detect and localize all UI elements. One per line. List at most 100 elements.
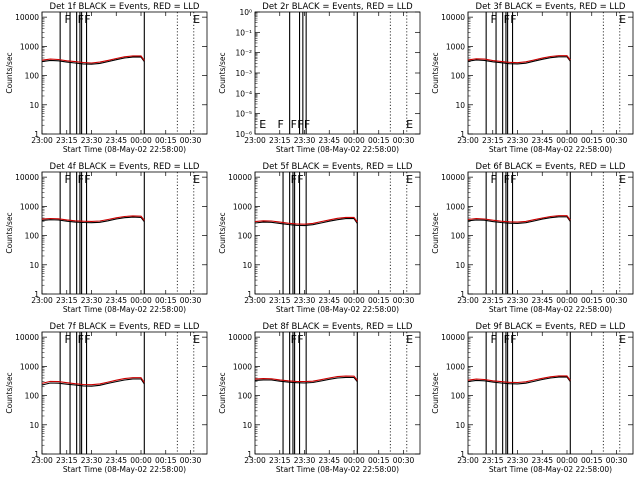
x-tick-label: 00:00	[343, 136, 365, 145]
y-tick-label: 10⁻²	[235, 49, 252, 58]
x-tick-label: 00:15	[368, 136, 390, 145]
x-tick-label: 23:30	[507, 136, 529, 145]
x-tick-label: 23:00	[31, 136, 53, 145]
x-tick-label: 23:30	[294, 296, 316, 305]
flag-label: F	[490, 13, 496, 26]
x-tick-label: 00:30	[606, 456, 628, 465]
flag-label: E	[193, 13, 200, 26]
x-tick-label: 23:30	[81, 456, 103, 465]
y-tick-label: 1	[34, 450, 39, 459]
y-tick-label: 1	[460, 450, 465, 459]
x-tick-label: 00:00	[343, 296, 365, 305]
y-tick-label: 1000	[233, 202, 252, 211]
flag-label: F	[490, 173, 496, 186]
x-tick-label: 00:15	[581, 136, 603, 145]
x-tick-label: 00:30	[180, 296, 202, 305]
x-tick-label: 00:00	[556, 296, 578, 305]
y-tick-label: 1	[34, 290, 39, 299]
x-tick-label: 23:15	[482, 456, 504, 465]
y-tick-label: 10⁻¹	[235, 28, 252, 37]
y-tick-label: 10000	[15, 13, 39, 22]
y-tick-label: 10	[29, 421, 39, 430]
flag-label: E	[619, 13, 626, 26]
x-tick-label: 00:30	[606, 296, 628, 305]
y-tick-label: 100	[238, 232, 253, 241]
chart-title: Det 3f BLACK = Events, RED = LLD	[476, 2, 626, 12]
x-tick-label: 00:15	[368, 296, 390, 305]
y-tick-label: 10000	[441, 13, 465, 22]
y-tick-label: 100	[451, 232, 466, 241]
x-tick-label: 23:45	[105, 296, 127, 305]
y-tick-label: 1000	[20, 202, 39, 211]
x-tick-label: 23:00	[31, 456, 53, 465]
plot-frame	[41, 11, 208, 135]
flag-label: F	[78, 13, 84, 26]
flag-label: F	[84, 13, 90, 26]
y-axis-label: Counts/sec	[431, 212, 440, 253]
x-tick-label: 23:15	[269, 456, 291, 465]
y-tick-label: 10⁰	[239, 8, 252, 17]
y-tick-label: 1	[247, 290, 252, 299]
x-tick-label: 23:30	[294, 456, 316, 465]
x-tick-label: 23:00	[244, 136, 266, 145]
x-tick-label: 00:30	[180, 136, 202, 145]
y-tick-label: 1000	[20, 42, 39, 51]
chart-title: Det 4f BLACK = Events, RED = LLD	[50, 162, 200, 172]
series-line-events	[41, 378, 145, 387]
flag-label: F	[297, 118, 303, 131]
plot-frame	[41, 171, 208, 295]
chart-panel-2: Det 2r BLACK = Events, RED = LLD 23:00 23:…	[218, 2, 421, 154]
y-axis-label: Counts/sec	[218, 52, 227, 93]
series-line-lld	[467, 215, 571, 223]
y-tick-label: 1000	[446, 42, 465, 51]
series-line-events	[41, 56, 145, 65]
x-tick-label: 23:00	[457, 296, 479, 305]
x-axis-label: Start Time (08-May-02 22:58:00)	[276, 465, 399, 474]
y-tick-label: 10	[455, 421, 465, 430]
x-tick-label: 23:30	[294, 136, 316, 145]
series-line-events	[41, 216, 145, 224]
y-tick-label: 10000	[228, 333, 252, 342]
chart-title: Det 7f BLACK = Events, RED = LLD	[50, 322, 200, 332]
x-tick-label: 23:00	[457, 456, 479, 465]
chart-title: Det 2r BLACK = Events, RED = LLD	[262, 2, 413, 12]
x-tick-label: 00:15	[155, 136, 177, 145]
flag-label: E	[406, 173, 413, 186]
x-tick-label: 23:30	[507, 456, 529, 465]
x-tick-label: 00:15	[581, 296, 603, 305]
series-line-lld	[254, 216, 358, 225]
flag-label: E	[619, 173, 626, 186]
y-tick-label: 100	[238, 392, 253, 401]
x-axis-label: Start Time (08-May-02 22:58:00)	[63, 465, 186, 474]
y-tick-label: 10000	[15, 173, 39, 182]
x-tick-label: 00:15	[155, 456, 177, 465]
chart-title: Det 8f BLACK = Events, RED = LLD	[263, 322, 413, 332]
y-axis-label: Counts/sec	[218, 212, 227, 253]
y-tick-label: 100	[451, 392, 466, 401]
y-axis-label: Counts/sec	[5, 52, 14, 93]
y-tick-label: 1	[34, 130, 39, 139]
y-axis-label: Counts/sec	[431, 372, 440, 413]
y-tick-label: 1	[460, 130, 465, 139]
x-tick-label: 23:45	[531, 136, 553, 145]
plot-frame	[254, 171, 421, 295]
series-line-events	[254, 376, 358, 384]
x-tick-label: 00:00	[556, 456, 578, 465]
x-tick-label: 23:15	[482, 296, 504, 305]
plot-frame	[467, 171, 634, 295]
flag-label: F	[504, 173, 510, 186]
series-line-lld	[41, 55, 145, 64]
y-tick-label: 10	[29, 101, 39, 110]
y-tick-label: 10⁻³	[235, 69, 252, 78]
x-axis-label: Start Time (08-May-02 22:58:00)	[276, 145, 399, 154]
x-tick-label: 00:00	[130, 456, 152, 465]
y-axis-label: Counts/sec	[218, 372, 227, 413]
chart-title: Det 1f BLACK = Events, RED = LLD	[50, 2, 200, 12]
